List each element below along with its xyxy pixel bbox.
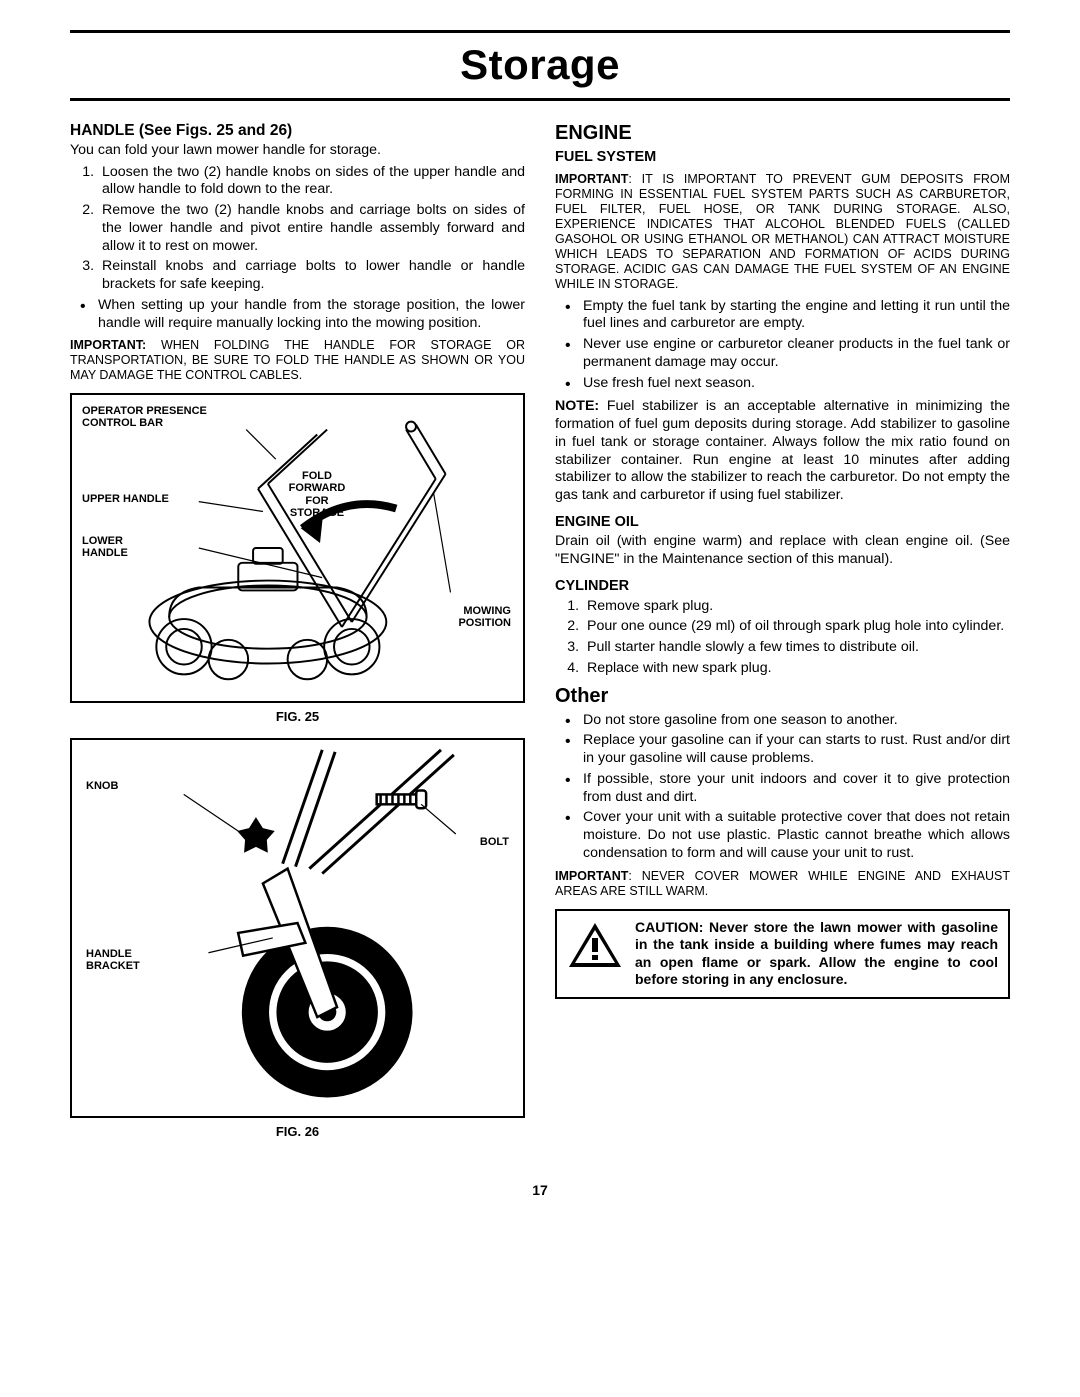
fig26-label-bracket: HANDLE BRACKET bbox=[86, 948, 156, 972]
engine-heading: ENGINE bbox=[555, 121, 1010, 146]
content-columns: HANDLE (See Figs. 25 and 26) You can fol… bbox=[70, 115, 1010, 1152]
list-item: Do not store gasoline from one season to… bbox=[565, 712, 1010, 730]
important-text: : IT IS IMPORTANT TO PREVENT GUM DEPOSIT… bbox=[555, 172, 1010, 291]
other-bullets: Do not store gasoline from one season to… bbox=[555, 712, 1010, 863]
right-column: ENGINE FUEL SYSTEM IMPORTANT: IT IS IMPO… bbox=[555, 115, 1010, 1152]
oil-text: Drain oil (with engine warm) and replace… bbox=[555, 533, 1010, 569]
list-item: Use fresh fuel next season. bbox=[565, 375, 1010, 393]
handle-steps: Loosen the two (2) handle knobs on sides… bbox=[70, 164, 525, 294]
list-item: Replace with new spark plug. bbox=[583, 660, 1010, 678]
caution-box: CAUTION: Never store the lawn mower with… bbox=[555, 909, 1010, 999]
figure-25: OPERATOR PRESENCE CONTROL BAR UPPER HAND… bbox=[70, 393, 525, 703]
cylinder-heading: CYLINDER bbox=[555, 577, 1010, 595]
list-item: Pour one ounce (29 ml) of oil through sp… bbox=[583, 618, 1010, 636]
handle-important: IMPORTANT: WHEN FOLDING THE HANDLE FOR S… bbox=[70, 338, 525, 383]
fuel-note: NOTE: Fuel stabilizer is an acceptable a… bbox=[555, 398, 1010, 505]
list-item: Cover your unit with a suitable protecti… bbox=[565, 809, 1010, 862]
important-label: IMPORTANT bbox=[555, 172, 628, 186]
fuel-heading: FUEL SYSTEM bbox=[555, 148, 1010, 166]
fig25-caption: FIG. 25 bbox=[70, 709, 525, 725]
top-rule bbox=[70, 30, 1010, 33]
important-label: IMPORTANT: bbox=[70, 338, 146, 352]
fig25-label-lower: LOWER HANDLE bbox=[82, 535, 142, 559]
page-title: Storage bbox=[70, 39, 1010, 92]
fig25-label-operator: OPERATOR PRESENCE CONTROL BAR bbox=[82, 405, 222, 429]
important-label: IMPORTANT bbox=[555, 869, 628, 883]
cylinder-steps: Remove spark plug. Pour one ounce (29 ml… bbox=[555, 598, 1010, 678]
list-item: Loosen the two (2) handle knobs on sides… bbox=[98, 164, 525, 200]
fuel-important: IMPORTANT: IT IS IMPORTANT TO PREVENT GU… bbox=[555, 172, 1010, 292]
handle-heading: HANDLE (See Figs. 25 and 26) bbox=[70, 121, 525, 140]
handle-bullets: When setting up your handle from the sto… bbox=[70, 297, 525, 333]
fig25-label-mowing: MOWING POSITION bbox=[441, 605, 511, 629]
other-heading: Other bbox=[555, 684, 1010, 709]
title-bottom-rule bbox=[70, 98, 1010, 101]
warning-triangle-icon bbox=[567, 921, 623, 971]
oil-heading: ENGINE OIL bbox=[555, 513, 1010, 531]
list-item: If possible, store your unit indoors and… bbox=[565, 771, 1010, 807]
fig26-caption: FIG. 26 bbox=[70, 1124, 525, 1140]
fig25-label-upper: UPPER HANDLE bbox=[82, 493, 169, 505]
fuel-bullets: Empty the fuel tank by starting the engi… bbox=[555, 298, 1010, 393]
list-item: When setting up your handle from the sto… bbox=[80, 297, 525, 333]
note-label: NOTE: bbox=[555, 398, 599, 414]
list-item: Empty the fuel tank by starting the engi… bbox=[565, 298, 1010, 334]
list-item: Replace your gasoline can if your can st… bbox=[565, 732, 1010, 768]
page-number: 17 bbox=[70, 1182, 1010, 1200]
handle-intro: You can fold your lawn mower handle for … bbox=[70, 142, 525, 160]
list-item: Pull starter handle slowly a few times t… bbox=[583, 639, 1010, 657]
left-column: HANDLE (See Figs. 25 and 26) You can fol… bbox=[70, 115, 525, 1152]
fig26-diagram bbox=[72, 740, 523, 1116]
note-text: Fuel stabilizer is an acceptable alterna… bbox=[555, 398, 1010, 503]
figure-26: KNOB BOLT HANDLE BRACKET bbox=[70, 738, 525, 1118]
fig26-label-bolt: BOLT bbox=[480, 836, 509, 848]
fig25-label-fold: FOLD FORWARD FOR STORAGE bbox=[277, 470, 357, 518]
caution-text: CAUTION: Never store the lawn mower with… bbox=[635, 919, 998, 989]
fig26-label-knob: KNOB bbox=[86, 780, 118, 792]
list-item: Remove the two (2) handle knobs and carr… bbox=[98, 202, 525, 255]
list-item: Remove spark plug. bbox=[583, 598, 1010, 616]
other-important: IMPORTANT: NEVER COVER MOWER WHILE ENGIN… bbox=[555, 869, 1010, 899]
list-item: Never use engine or carburetor cleaner p… bbox=[565, 336, 1010, 372]
list-item: Reinstall knobs and carriage bolts to lo… bbox=[98, 258, 525, 294]
